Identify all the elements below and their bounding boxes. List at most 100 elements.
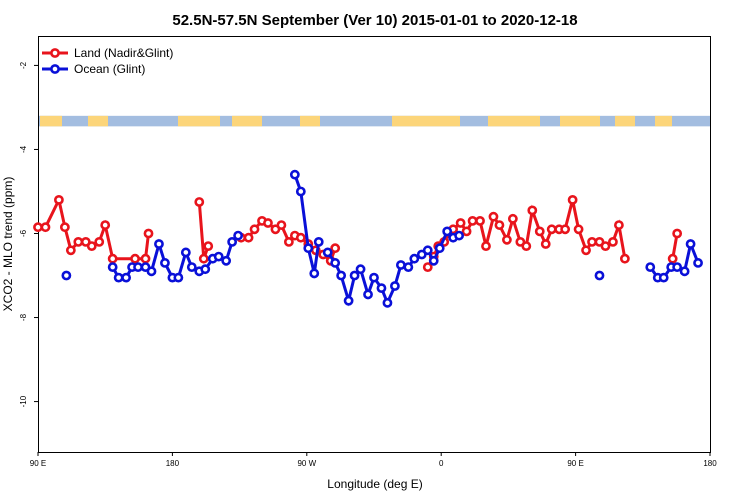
data-point (295, 186, 306, 197)
data-point (567, 194, 578, 205)
data-point (336, 270, 347, 281)
data-point (94, 236, 105, 247)
x-tick-label: 90 E (30, 459, 46, 468)
data-point (289, 169, 300, 180)
data-point (672, 228, 683, 239)
data-point (369, 272, 379, 283)
series-ocean (61, 169, 703, 308)
data-point (521, 241, 532, 252)
y-axis: -2 -4 -6 -8 -10 (19, 61, 38, 407)
y-tick-label: -8 (19, 313, 28, 321)
data-point (481, 241, 491, 252)
band-land-segment (560, 115, 600, 127)
data-point (454, 230, 465, 241)
data-point (560, 224, 571, 235)
data-point (693, 258, 703, 268)
data-point (173, 272, 184, 283)
data-point (65, 245, 76, 256)
data-point (40, 222, 51, 233)
data-point (581, 245, 591, 256)
y-tick-label: -4 (19, 145, 28, 153)
data-point (527, 205, 538, 216)
data-point (363, 289, 373, 300)
data-point (395, 260, 406, 270)
data-point (154, 239, 164, 249)
data-point (507, 213, 518, 224)
data-point (475, 215, 485, 226)
y-tick-label: -10 (19, 395, 28, 407)
data-point (213, 251, 224, 262)
data-point (61, 270, 72, 281)
plot-frame (38, 36, 711, 453)
data-point (59, 222, 70, 233)
data-point (198, 253, 209, 264)
data-point (343, 295, 354, 306)
band-land-segment (392, 115, 460, 127)
data-point (194, 197, 205, 207)
band-land-segment (655, 115, 672, 127)
data-point (600, 241, 611, 252)
data-point (133, 262, 143, 273)
band-ocean (38, 115, 710, 127)
data-point (467, 215, 478, 226)
data-point (428, 255, 439, 266)
data-point (227, 236, 238, 247)
data-point (573, 224, 584, 235)
band-land-segment (88, 115, 108, 127)
data-point (382, 297, 393, 308)
legend-marker (50, 48, 60, 58)
x-tick-label: 90 W (297, 459, 316, 468)
data-point (645, 262, 656, 273)
data-point (146, 266, 157, 277)
data-point (107, 253, 118, 264)
data-point (434, 243, 445, 254)
x-tick-label: 180 (703, 459, 717, 468)
y-axis-label: XCO2 - MLO trend (ppm) (1, 177, 15, 312)
x-tick-label: 0 (439, 459, 444, 468)
data-point (672, 262, 683, 273)
data-point (243, 232, 254, 243)
data-point (442, 226, 453, 237)
legend-label: Land (Nadir&Glint) (74, 46, 173, 60)
data-point (203, 241, 214, 252)
data-point (107, 262, 118, 273)
band-land-segment (40, 115, 62, 127)
data-point (295, 232, 306, 243)
x-tick-label: 180 (166, 459, 180, 468)
data-point (73, 236, 84, 247)
data-point (608, 236, 618, 247)
data-point (488, 211, 499, 222)
y-tick-label: -2 (19, 61, 28, 69)
data-point (330, 243, 341, 254)
data-point (461, 226, 472, 237)
data-point (376, 283, 387, 294)
data-point (409, 253, 420, 264)
x-tick-label: 90 E (567, 459, 583, 468)
data-point (502, 234, 512, 245)
data-point (100, 220, 111, 230)
data-point (221, 255, 232, 266)
band-land-segment (615, 115, 635, 127)
data-point (33, 222, 43, 233)
chart-title: 52.5N-57.5N September (Ver 10) 2015-01-0… (172, 12, 577, 29)
data-point (313, 236, 324, 247)
data-point (276, 220, 287, 230)
legend-marker (50, 64, 60, 74)
band-land-segment (488, 115, 540, 127)
data-point (546, 224, 557, 235)
data-point (322, 247, 333, 258)
data-point (140, 253, 151, 264)
x-axis: 90 E 180 90 W 0 90 E 180 (30, 452, 717, 468)
data-point (422, 262, 433, 273)
data-point (587, 236, 597, 247)
data-point (422, 245, 433, 256)
data-point (263, 218, 273, 228)
data-point (200, 264, 211, 275)
data-point (130, 253, 140, 264)
data-point (86, 241, 97, 252)
data-point (233, 230, 244, 241)
legend-label: Ocean (Glint) (74, 62, 145, 76)
data-point (679, 266, 690, 277)
data-point (594, 270, 605, 281)
data-point (303, 243, 314, 254)
